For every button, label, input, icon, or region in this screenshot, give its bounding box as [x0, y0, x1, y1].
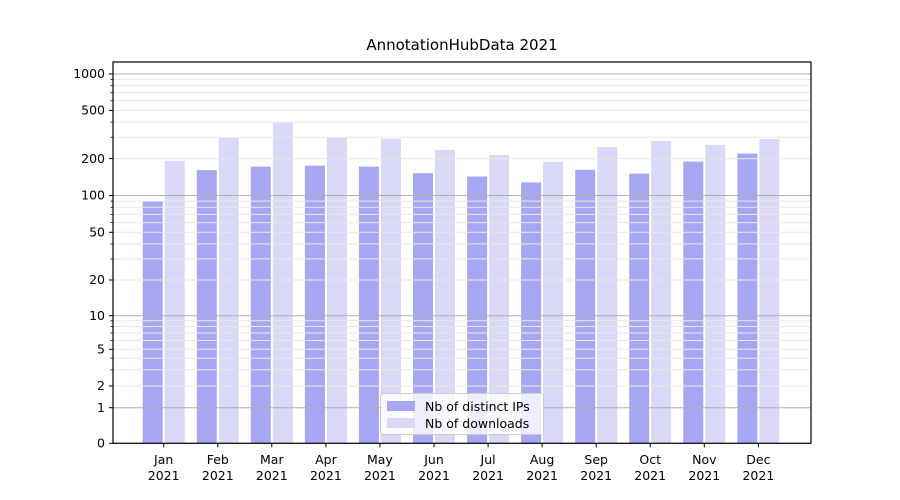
chart-title: AnnotationHubData 2021: [366, 36, 558, 54]
bar-mar-distinct-ips: [250, 166, 271, 444]
bar-may-distinct-ips: [358, 166, 379, 444]
bar-dec-downloads: [759, 139, 780, 444]
bar-jan-distinct-ips: [142, 201, 163, 444]
x-axis: Jan 2021 Feb 2021 Mar 2021 Apr 2021 May 2021 Jun 20…: [148, 443, 774, 483]
axes-spines: [112, 61, 812, 444]
y-tick-label: 50: [89, 225, 105, 240]
y-tick-label: 1000: [73, 66, 105, 81]
bar-nov-downloads: [705, 144, 726, 444]
minor-gridlines: [113, 79, 811, 387]
x-tick-label: Dec 2021: [742, 452, 774, 483]
bar-sep-downloads: [597, 146, 618, 444]
bar-dec-distinct-ips: [737, 153, 758, 444]
bar-jul-downloads: [489, 155, 510, 444]
x-tick-label: Apr 2021: [310, 452, 342, 483]
bars: [142, 122, 780, 444]
y-tick-label: 0: [97, 436, 105, 451]
bar-jul-distinct-ips: [467, 176, 488, 444]
bar-apr-distinct-ips: [304, 165, 325, 444]
legend-item-distinct-ips: Nb of distinct IPs: [387, 398, 536, 414]
y-tick-label: 2: [97, 378, 105, 393]
y-tick-label: 100: [81, 188, 105, 203]
y-tick-label: 1: [97, 400, 105, 415]
x-tick-label: Oct 2021: [634, 452, 666, 483]
x-tick-label: Nov 2021: [688, 452, 720, 483]
legend-item-downloads: Nb of downloads: [387, 415, 536, 431]
bar-feb-distinct-ips: [196, 170, 217, 444]
legend: Nb of distinct IPs Nb of downloads: [380, 393, 544, 435]
bar-apr-downloads: [326, 137, 347, 444]
bar-mar-downloads: [272, 122, 293, 444]
y-tick-label: 5: [97, 342, 105, 357]
legend-swatch-downloads: [387, 418, 415, 428]
bar-oct-downloads: [651, 141, 672, 444]
bar-oct-distinct-ips: [629, 173, 650, 444]
y-tick-label: 20: [89, 272, 105, 287]
bar-aug-downloads: [543, 161, 564, 444]
bar-jun-distinct-ips: [413, 173, 433, 444]
axes: [112, 61, 812, 444]
x-tick-label: Jun 2021: [418, 452, 450, 483]
bar-sep-distinct-ips: [575, 169, 596, 444]
y-axis: 0 1 2 5 10 20 50 100 200 500 1000: [73, 66, 113, 451]
x-tick-label: Mar 2021: [256, 452, 288, 483]
x-tick-label: Jul 2021: [472, 452, 504, 483]
y-tick-label: 10: [89, 308, 105, 323]
y-tick-label: 500: [81, 103, 105, 118]
y-tick-label: 200: [81, 151, 105, 166]
legend-label-distinct-ips: Nb of distinct IPs: [425, 398, 530, 414]
x-tick-label: Feb 2021: [202, 452, 234, 483]
legend-label-downloads: Nb of downloads: [425, 415, 530, 431]
x-tick-label: Aug 2021: [526, 452, 558, 483]
x-tick-label: Jan 2021: [148, 452, 180, 483]
legend-swatch-distinct-ips: [387, 401, 415, 411]
bar-feb-downloads: [218, 138, 239, 444]
bar-nov-distinct-ips: [683, 161, 704, 444]
bar-jan-downloads: [164, 160, 185, 444]
bar-aug-distinct-ips: [521, 182, 542, 444]
x-tick-label: May 2021: [364, 452, 396, 483]
x-tick-label: Sep 2021: [580, 452, 612, 483]
